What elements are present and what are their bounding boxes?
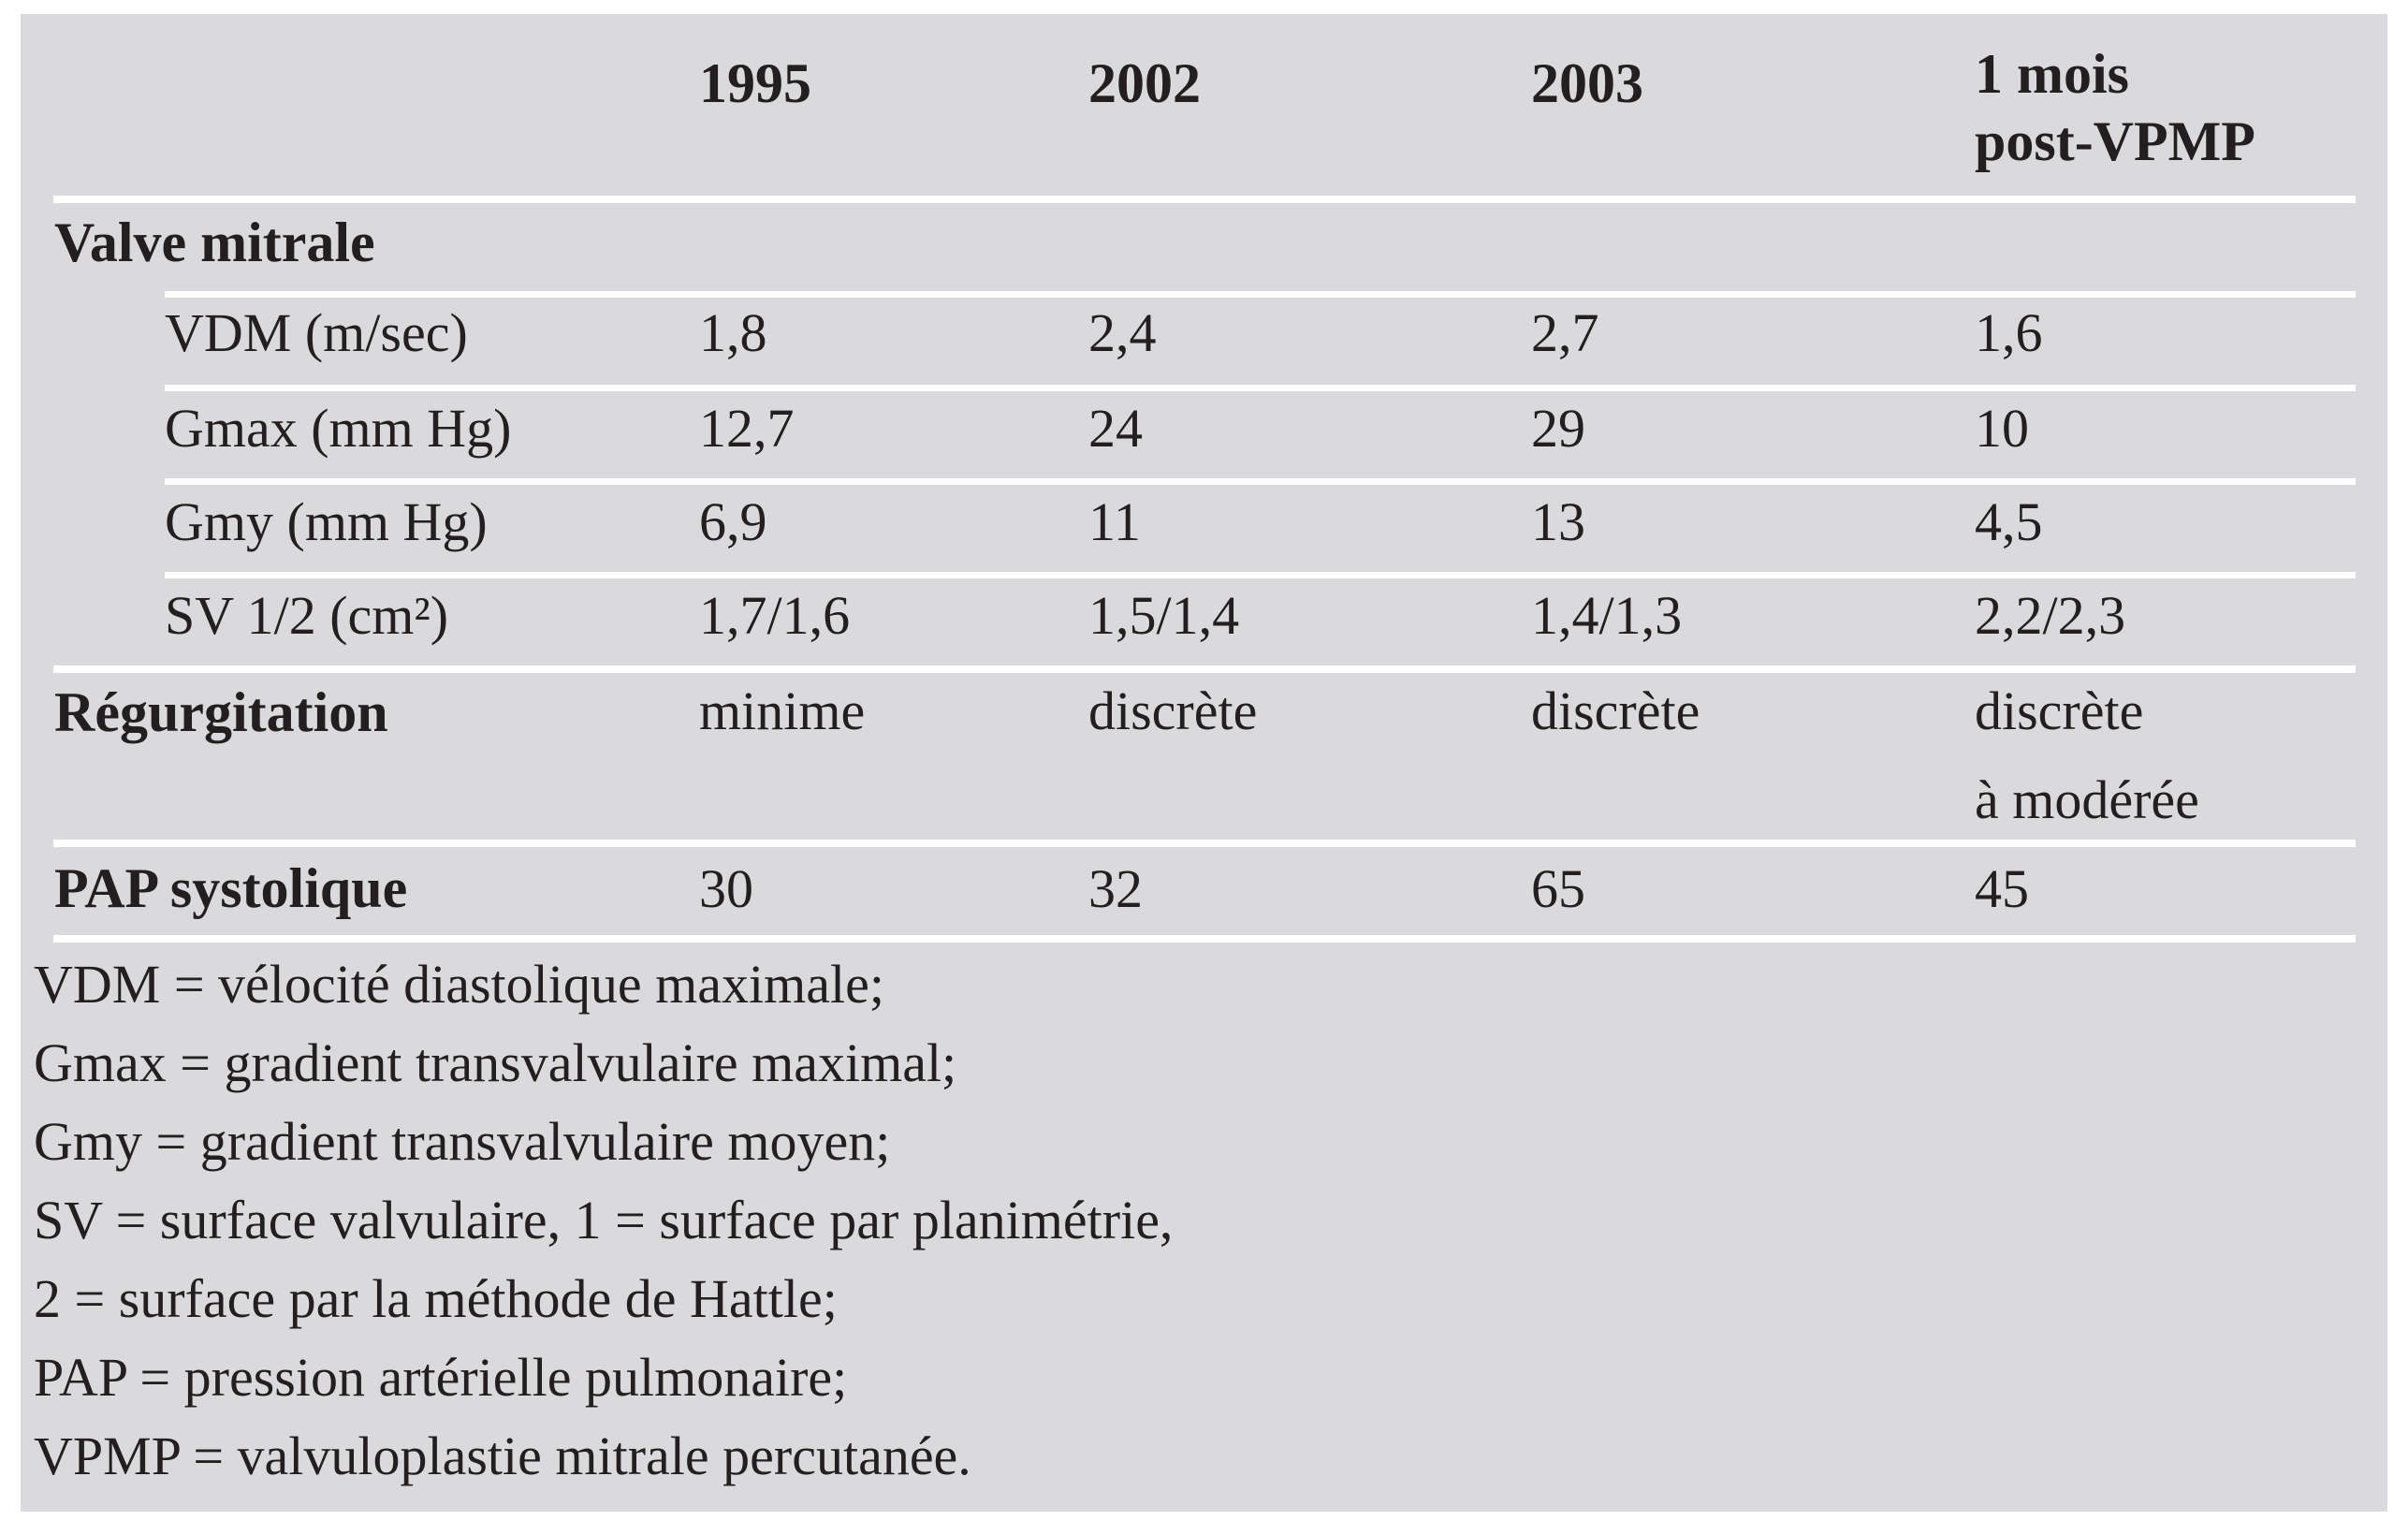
cell-regurgitation-2002: discrète [1088,680,1258,741]
cell-gmy-2002: 11 [1088,491,1141,552]
footnote-sv: SV = surface valvulaire, 1 = surface par… [34,1190,1174,1250]
row-label-regurgitation: Régurgitation [54,681,388,743]
column-header-1995: 1995 [699,52,811,114]
cell-sv-2003: 1,4/1,3 [1531,585,1683,646]
footnotes: VDM = vélocité diastolique maximale; Gma… [34,945,1173,1496]
row-label-pap: PAP systolique [54,857,408,919]
footnote-vdm: VDM = vélocité diastolique maximale; [34,954,884,1015]
rule-under-gmax [165,478,2356,485]
cell-regurgitation-1995: minime [699,680,866,741]
rule-under-gmy [165,572,2356,578]
row-label-gmy: Gmy (mm Hg) [165,491,488,552]
column-header-post-vpmp-line2: post-VPMP [1975,110,2255,172]
column-header-2002: 2002 [1088,52,1201,114]
rule-under-header [53,196,2356,203]
cell-gmax-2003: 29 [1531,398,1585,459]
section-label-valve-mitrale: Valve mitrale [54,212,375,273]
column-header-2003: 2003 [1531,52,1643,114]
cell-gmax-1995: 12,7 [699,398,795,459]
cell-pap-2003: 65 [1531,858,1585,919]
cell-gmax-2002: 24 [1088,398,1143,459]
cell-regurgitation-2003: discrète [1531,680,1700,741]
cell-sv-2002: 1,5/1,4 [1088,585,1240,646]
row-label-gmax: Gmax (mm Hg) [165,398,512,459]
footnote-gmax: Gmax = gradient transvalvulaire maximal; [34,1032,957,1093]
rule-under-valve-mitrale [165,291,2356,298]
cell-regurgitation-post-vpmp-line2: à modérée [1975,768,2199,830]
rule-under-regurgitation [53,840,2356,847]
rule-under-pap [53,935,2356,943]
cell-regurgitation-post-vpmp-line1: discrète [1975,680,2144,741]
footnote-hattle: 2 = surface par la méthode de Hattle; [34,1268,838,1329]
cell-pap-1995: 30 [699,858,753,919]
cell-pap-post-vpmp: 45 [1975,858,2029,919]
cell-gmy-1995: 6,9 [699,491,767,552]
cell-sv-post-vpmp: 2,2/2,3 [1975,585,2126,646]
rule-under-sv [53,665,2356,673]
cell-vdm-post-vpmp: 1,6 [1975,302,2043,363]
footnote-pap: PAP = pression artérielle pulmonaire; [34,1347,848,1408]
row-label-sv: SV 1/2 (cm²) [165,585,449,646]
footnote-gmy: Gmy = gradient transvalvulaire moyen; [34,1111,891,1172]
row-label-vdm: VDM (m/sec) [165,302,468,363]
cell-gmax-post-vpmp: 10 [1975,398,2029,459]
cell-vdm-1995: 1,8 [699,302,767,363]
table-panel: 1995 2002 2003 1 mois post-VPMP Valve mi… [21,14,2387,1512]
cell-regurgitation-post-vpmp: discrète à modérée [1975,680,2199,831]
cell-vdm-2002: 2,4 [1088,302,1157,363]
cell-sv-1995: 1,7/1,6 [699,585,851,646]
column-header-post-vpmp: 1 mois post-VPMP [1975,40,2255,175]
cell-pap-2002: 32 [1088,858,1143,919]
column-header-post-vpmp-line1: 1 mois [1975,43,2129,105]
footnote-vpmp: VPMP = valvuloplastie mitrale percutanée… [34,1425,971,1486]
cell-gmy-2003: 13 [1531,491,1585,552]
rule-under-vdm [165,385,2356,391]
cell-vdm-2003: 2,7 [1531,302,1599,363]
cell-gmy-post-vpmp: 4,5 [1975,491,2043,552]
